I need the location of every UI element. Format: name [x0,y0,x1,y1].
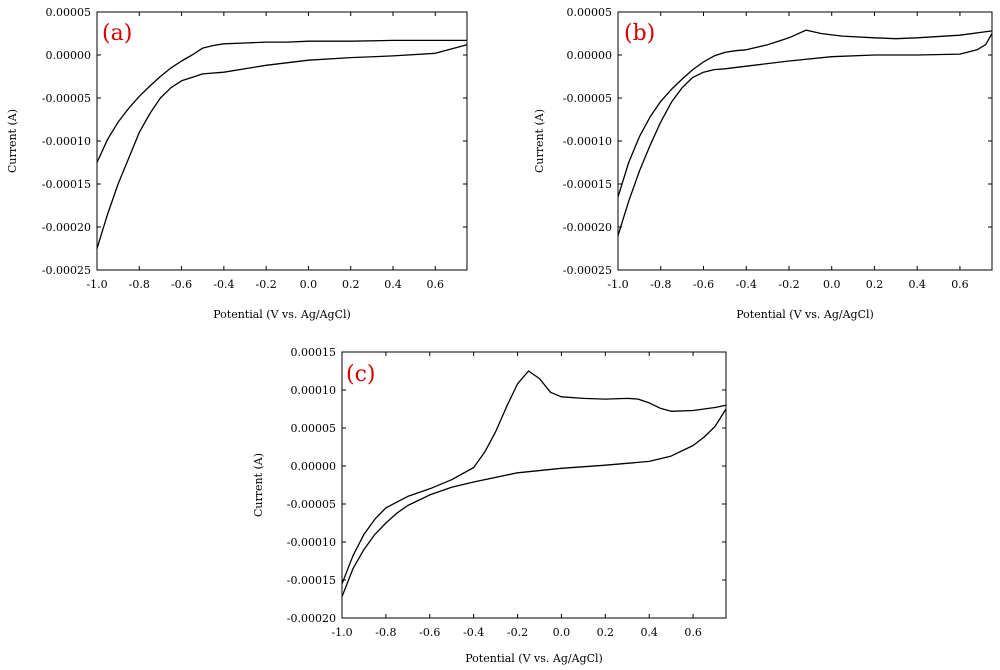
y-axis-title-c: Current (A) [252,453,265,517]
panel-c: -1.0 -0.8 -0.6 -0.4 -0.2 0.0 0.2 0.4 0.6 0.00015 0… [252,346,727,665]
x-tick-label-a: -0.6 [171,278,192,291]
y-tick-label-a: 0.00000 [46,49,92,62]
x-tick-label-c: 0.4 [640,626,658,639]
x-tick-label-a: -1.0 [86,278,107,291]
reverse-scan-curve-c [341,408,727,597]
x-tick-label-b: -0.8 [650,278,671,291]
x-tick-label-b: 0.6 [951,278,969,291]
x-tick-label-c: -0.2 [507,626,528,639]
x-tick-label-b: 0.2 [866,278,884,291]
panel-label-a: (a) [102,21,132,46]
y-tick-label-c: -0.00005 [287,498,336,511]
y-tick-label-b: 0.00000 [567,49,613,62]
x-tick-label-c: 0.6 [684,626,702,639]
x-tick-label-a: 0.0 [300,278,318,291]
y-tick-label-b: -0.00020 [563,221,612,234]
y-axis-title-b: Current (A) [533,109,546,173]
y-tick-label-a: -0.00020 [42,221,91,234]
x-tick-label-c: -0.6 [419,626,440,639]
plot-frame-b [617,11,993,271]
x-tick-label-c: -1.0 [331,626,352,639]
y-tick-label-a: -0.00005 [42,92,91,105]
y-tick-label-c: 0.00010 [291,384,337,397]
x-tick-label-a: 0.4 [384,278,402,291]
reverse-scan-curve-b [617,33,993,236]
plot-frame-a [96,11,468,271]
y-tick-label-c: -0.00015 [287,574,336,587]
x-tick-label-a: -0.4 [213,278,234,291]
y-tick-label-a: -0.00015 [42,178,91,191]
forward-scan-curve-c [341,370,727,585]
y-tick-label-c: -0.00010 [287,536,336,549]
x-tick-label-b: 0.4 [908,278,926,291]
forward-scan-curve-a [96,39,467,163]
panel-label-c: (c) [346,362,376,387]
x-tick-label-b: 0.0 [823,278,841,291]
x-tick-label-b: -0.2 [778,278,799,291]
x-tick-label-c: 0.0 [553,626,571,639]
y-tick-label-c: 0.00005 [291,422,337,435]
x-tick-label-a: 0.6 [427,278,445,291]
x-tick-label-c: -0.4 [463,626,484,639]
x-tick-label-c: -0.8 [375,626,396,639]
y-tick-label-c: -0.00020 [287,612,336,625]
panel-b: -1.0 -0.8 -0.6 -0.4 -0.2 0.0 0.2 0.4 0.6 0.00005 0… [533,6,993,321]
x-tick-label-b: -0.4 [736,278,757,291]
reverse-scan-curve-a [96,44,468,249]
y-tick-label-b: -0.00015 [563,178,612,191]
y-tick-label-a: 0.00005 [46,6,92,19]
x-axis-title-a: Potential (V vs. Ag/AgCl) [213,308,351,321]
y-tick-label-a: -0.00025 [42,264,91,277]
x-tick-label-c: 0.2 [597,626,615,639]
forward-scan-curve-b [617,29,993,198]
x-axis-title-b: Potential (V vs. Ag/AgCl) [736,308,874,321]
y-tick-label-b: 0.00005 [567,6,613,19]
y-tick-label-c: 0.00015 [291,346,337,359]
x-tick-label-b: -1.0 [607,278,628,291]
y-tick-label-b: -0.00005 [563,92,612,105]
plot-frame-c [341,351,727,619]
y-axis-title-a: Current (A) [6,109,19,173]
x-axis-title-c: Potential (V vs. Ag/AgCl) [465,652,603,665]
y-tick-label-b: -0.00010 [563,135,612,148]
panel-label-b: (b) [624,21,655,46]
panel-a: -1.0 -0.8 -0.6 -0.4 -0.2 0.0 0.2 0.4 0.6 0.00005 0… [6,6,468,321]
x-tick-label-b: -0.6 [693,278,714,291]
y-tick-label-c: 0.00000 [291,460,337,473]
x-tick-label-a: 0.2 [342,278,360,291]
y-tick-label-b: -0.00025 [563,264,612,277]
y-tick-label-a: -0.00010 [42,135,91,148]
x-tick-label-a: -0.8 [129,278,150,291]
x-tick-label-a: -0.2 [256,278,277,291]
